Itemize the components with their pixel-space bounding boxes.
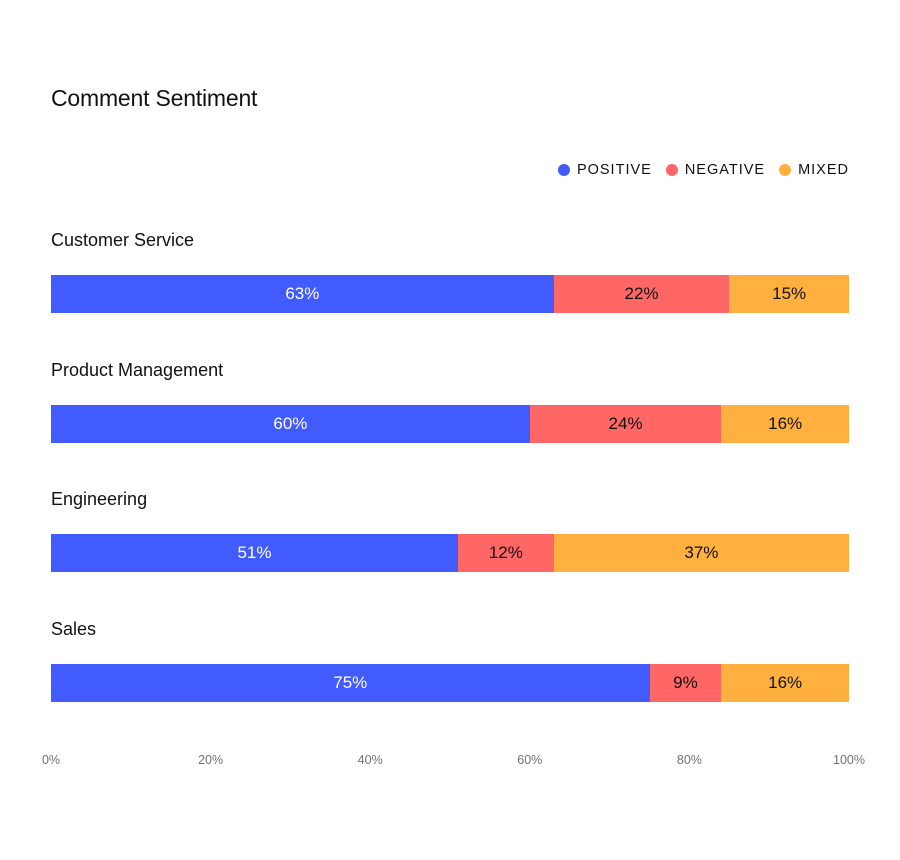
x-tick-label: 0% (41, 753, 61, 767)
row-label: Customer Service (51, 230, 195, 250)
legend-dot-positive (557, 164, 570, 176)
legend-label-positive: POSITIVE (576, 162, 652, 178)
legend-label-negative: NEGATIVE (684, 162, 766, 178)
legend-item-mixed: MIXED (779, 162, 849, 178)
chart-title: Comment Sentiment (51, 85, 258, 111)
legend-dot-negative (665, 164, 678, 176)
stacked-bar: 75% 9% 16% (51, 663, 849, 702)
bar-segment-mixed: 37% (553, 534, 849, 572)
row-label: Engineering (51, 489, 148, 509)
bar-segment-mixed: 15% (729, 275, 849, 313)
legend-label-mixed: MIXED (798, 162, 849, 178)
x-tick-label: 40% (357, 753, 383, 767)
bar-segment-negative: 22% (553, 275, 730, 313)
stacked-bar: 63% 22% 15% (51, 275, 849, 313)
bar-segment-mixed: 16% (721, 404, 849, 443)
x-tick-label: 100% (833, 753, 865, 767)
bar-segment-negative: 9% (649, 663, 722, 702)
x-tick-label: 20% (198, 753, 224, 767)
bar-segment-positive: 51% (51, 534, 458, 572)
stacked-bar: 51% 12% 37% (51, 534, 849, 572)
x-tick-label: 60% (517, 753, 543, 767)
bar-segment-positive: 63% (51, 275, 554, 313)
row-label: Sales (51, 618, 97, 639)
legend: POSITIVE NEGATIVE MIXED (557, 162, 849, 178)
bar-segment-positive: 60% (51, 404, 530, 443)
legend-dot-mixed (779, 164, 792, 176)
legend-item-negative: NEGATIVE (665, 162, 766, 178)
x-tick-label: 80% (676, 753, 702, 767)
bar-segment-negative: 12% (457, 534, 554, 572)
bar-segment-negative: 24% (529, 404, 722, 443)
bar-segment-mixed: 16% (721, 663, 849, 702)
stacked-bar: 60% 24% 16% (51, 404, 849, 443)
legend-item-positive: POSITIVE (557, 162, 652, 178)
row-label: Product Management (51, 359, 224, 380)
bar-segment-positive: 75% (51, 663, 650, 702)
